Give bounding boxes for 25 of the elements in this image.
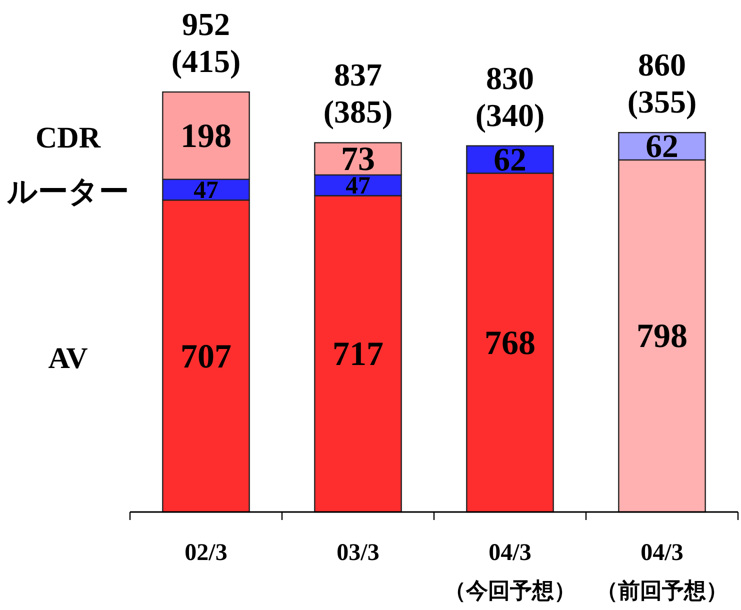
text: （今回予想） [444, 578, 576, 603]
annotation: (340) [475, 96, 545, 133]
text: CDR [36, 122, 101, 155]
data-label: 62 [646, 129, 678, 166]
data-label: 717 [332, 336, 384, 374]
series-label: ルーター [6, 176, 129, 209]
text: (415) [171, 43, 241, 79]
x-tick-label: 02/3 [184, 540, 228, 566]
total-label: 837 [334, 56, 382, 93]
data-label: 707 [180, 338, 232, 376]
text: （前回予想） [596, 578, 728, 603]
data-label: 47 [194, 176, 218, 204]
x-tick-label: 04/3 [640, 540, 684, 566]
x-tick-label: 04/3 [488, 540, 532, 566]
total-label: 952 [182, 6, 230, 42]
annotation: (385) [323, 94, 393, 130]
data-label: 768 [484, 324, 536, 362]
annotation: (355) [627, 84, 697, 120]
data-label: 62 [494, 142, 526, 178]
x-tick-label: 03/3 [336, 540, 380, 566]
text: AV [48, 342, 88, 376]
total-label: 860 [638, 46, 686, 83]
total-label: 830 [486, 60, 534, 96]
data-label: 198 [180, 118, 232, 155]
data-label: 798 [636, 318, 688, 356]
